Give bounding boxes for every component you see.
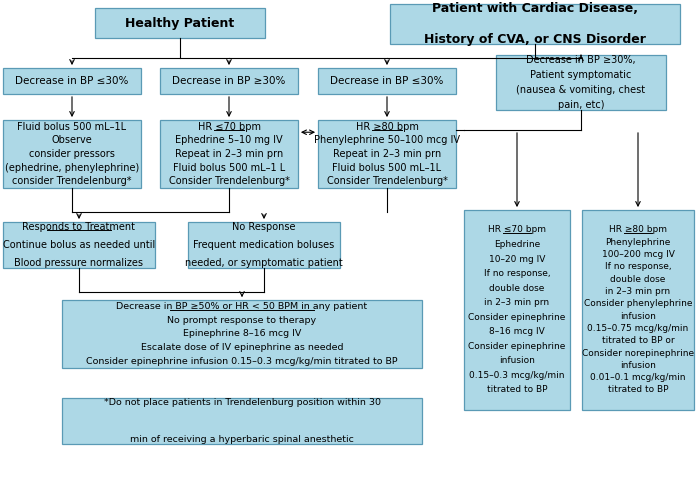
Text: (nausea & vomiting, chest: (nausea & vomiting, chest — [517, 85, 645, 95]
Text: Escalate dose of IV epinephrine as needed: Escalate dose of IV epinephrine as neede… — [141, 343, 343, 352]
Text: Decrease in BP ≥50% or HR < 50 BPM in any patient: Decrease in BP ≥50% or HR < 50 BPM in an… — [116, 302, 368, 311]
Text: in 2–3 min prn: in 2–3 min prn — [606, 287, 671, 296]
Text: 8–16 mcg IV: 8–16 mcg IV — [489, 327, 545, 336]
Text: No Response: No Response — [232, 222, 295, 231]
Text: titrated to BP: titrated to BP — [608, 386, 668, 394]
Text: No prompt response to therapy: No prompt response to therapy — [167, 316, 316, 325]
Text: Ephedrine 5–10 mg IV: Ephedrine 5–10 mg IV — [175, 135, 283, 146]
Text: Decrease in BP ≤30%: Decrease in BP ≤30% — [15, 76, 129, 86]
Text: Decrease in BP ≤30%: Decrease in BP ≤30% — [330, 76, 444, 86]
Text: Decrease in BP ≥30%,: Decrease in BP ≥30%, — [526, 55, 636, 66]
Text: Blood pressure normalizes: Blood pressure normalizes — [15, 258, 144, 268]
Bar — [390, 4, 680, 44]
Text: If no response,: If no response, — [484, 269, 550, 278]
Text: infusion: infusion — [499, 356, 535, 365]
Bar — [496, 55, 666, 110]
Text: 0.15–0.3 mcg/kg/min: 0.15–0.3 mcg/kg/min — [469, 371, 565, 380]
Bar — [3, 120, 141, 188]
Text: Consider Trendelenburg*: Consider Trendelenburg* — [327, 176, 447, 186]
Text: Patient with Cardiac Disease,: Patient with Cardiac Disease, — [432, 1, 638, 14]
Text: 0.01–0.1 mcg/kg/min: 0.01–0.1 mcg/kg/min — [590, 373, 686, 382]
Text: needed, or symptomatic patient: needed, or symptomatic patient — [185, 258, 343, 268]
Text: Frequent medication boluses: Frequent medication boluses — [193, 240, 335, 250]
Text: Epinephrine 8–16 mcg IV: Epinephrine 8–16 mcg IV — [183, 330, 301, 338]
Text: 0.15–0.75 mcg/kg/min: 0.15–0.75 mcg/kg/min — [587, 324, 689, 333]
Text: Consider epinephrine infusion 0.15–0.3 mcg/kg/min titrated to BP: Consider epinephrine infusion 0.15–0.3 m… — [86, 357, 398, 366]
Text: infusion: infusion — [620, 361, 656, 370]
Bar — [188, 222, 340, 268]
Text: Consider norepinephrine: Consider norepinephrine — [582, 348, 694, 358]
Text: *Do not place patients in Trendelenburg position within 30: *Do not place patients in Trendelenburg … — [104, 398, 381, 407]
Text: HR ≥80 bpm: HR ≥80 bpm — [356, 122, 419, 132]
Text: consider Trendelenburg*: consider Trendelenburg* — [13, 176, 132, 186]
Text: Fluid bolus 500 mL–1L: Fluid bolus 500 mL–1L — [332, 162, 442, 173]
Text: 10–20 mg IV: 10–20 mg IV — [489, 254, 545, 264]
Text: double dose: double dose — [489, 284, 545, 293]
Bar — [160, 120, 298, 188]
Text: titrated to BP: titrated to BP — [486, 386, 547, 394]
Text: 100–200 mcg IV: 100–200 mcg IV — [601, 250, 674, 259]
Text: Responds to Treatment: Responds to Treatment — [22, 222, 136, 231]
Text: Patient symptomatic: Patient symptomatic — [531, 70, 631, 80]
Text: Consider epinephrine: Consider epinephrine — [468, 313, 566, 322]
Bar — [3, 68, 141, 94]
Text: If no response,: If no response, — [605, 262, 671, 271]
Text: Phenylephrine: Phenylephrine — [606, 238, 671, 247]
Text: Repeat in 2–3 min prn: Repeat in 2–3 min prn — [175, 149, 283, 159]
Text: History of CVA, or CNS Disorder: History of CVA, or CNS Disorder — [424, 34, 646, 46]
Text: Fluid bolus 500 mL–1 L: Fluid bolus 500 mL–1 L — [173, 162, 285, 173]
Text: Consider epinephrine: Consider epinephrine — [468, 342, 566, 351]
Bar — [62, 300, 422, 368]
Text: (ephedrine, phenylephrine): (ephedrine, phenylephrine) — [5, 162, 139, 173]
Bar — [160, 68, 298, 94]
Bar — [3, 222, 155, 268]
Text: HR ≤70 bpm: HR ≤70 bpm — [488, 226, 546, 235]
Text: double dose: double dose — [610, 275, 666, 284]
Text: Consider phenylephrine: Consider phenylephrine — [584, 299, 692, 308]
Bar — [318, 120, 456, 188]
Text: in 2–3 min prn: in 2–3 min prn — [484, 298, 550, 307]
Text: Ephedrine: Ephedrine — [494, 240, 540, 249]
Bar — [582, 210, 694, 410]
Text: pain, etc): pain, etc) — [558, 99, 604, 109]
Text: titrated to BP or: titrated to BP or — [602, 336, 674, 345]
Text: min of receiving a hyperbaric spinal anesthetic: min of receiving a hyperbaric spinal ane… — [130, 435, 354, 444]
Text: Consider Trendelenburg*: Consider Trendelenburg* — [169, 176, 289, 186]
Text: Fluid bolus 500 mL–1L: Fluid bolus 500 mL–1L — [18, 122, 127, 132]
Text: Observe: Observe — [52, 135, 92, 146]
Text: infusion: infusion — [620, 312, 656, 321]
Text: Phenylephrine 50–100 mcg IV: Phenylephrine 50–100 mcg IV — [314, 135, 460, 146]
Bar — [62, 398, 422, 444]
Text: Continue bolus as needed until: Continue bolus as needed until — [3, 240, 155, 250]
Bar — [318, 68, 456, 94]
Text: Healthy Patient: Healthy Patient — [125, 16, 234, 29]
Text: Decrease in BP ≥30%: Decrease in BP ≥30% — [172, 76, 286, 86]
Text: consider pressors: consider pressors — [29, 149, 115, 159]
Bar — [464, 210, 570, 410]
Text: HR ≥80 bpm: HR ≥80 bpm — [609, 226, 667, 235]
Bar — [95, 8, 265, 38]
Text: Repeat in 2–3 min prn: Repeat in 2–3 min prn — [333, 149, 441, 159]
Text: HR ≤70 bpm: HR ≤70 bpm — [197, 122, 260, 132]
